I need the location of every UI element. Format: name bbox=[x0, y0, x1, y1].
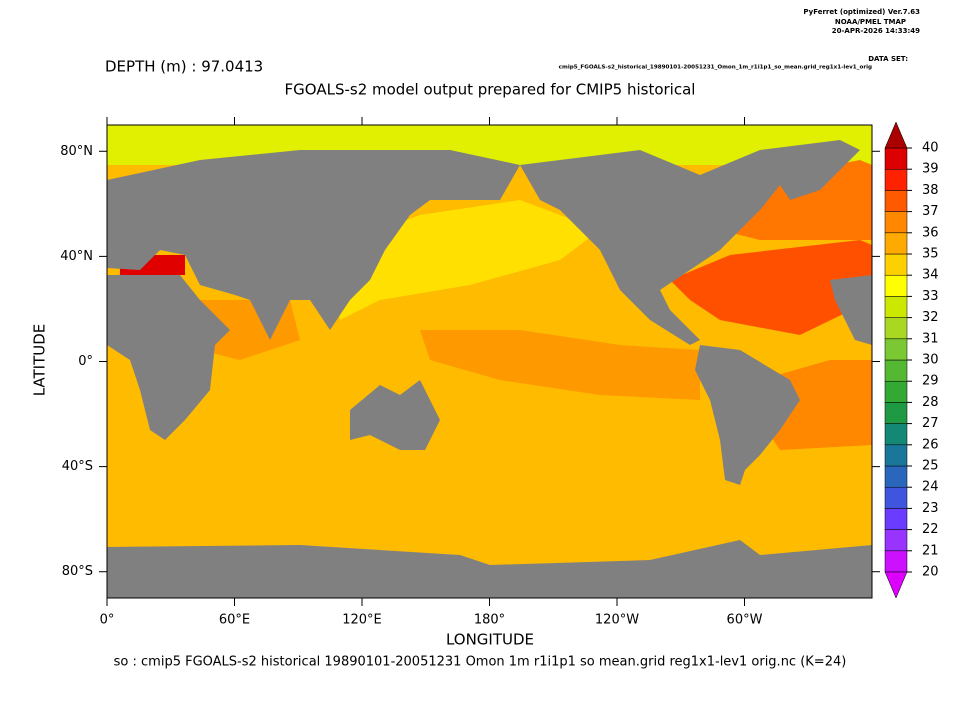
colorbar-band bbox=[884, 317, 908, 340]
colorbar-band bbox=[884, 253, 908, 276]
colorbar-label: 22 bbox=[922, 522, 939, 537]
colorbar-label: 40 bbox=[922, 141, 939, 156]
colorbar-label: 27 bbox=[922, 416, 939, 431]
y-tick-label: 80°S bbox=[62, 564, 93, 579]
x-tick-label: 120°E bbox=[342, 613, 382, 628]
colorbar-label: 26 bbox=[922, 437, 939, 452]
colorbar-band bbox=[884, 423, 908, 446]
colorbar-band bbox=[884, 168, 908, 191]
colorbar-label: 30 bbox=[922, 353, 939, 368]
colorbar-band bbox=[884, 465, 908, 488]
colorbar-over bbox=[884, 121, 908, 149]
y-tick-label: 40°N bbox=[60, 249, 93, 264]
land bbox=[107, 140, 872, 598]
pacific-salty bbox=[420, 330, 700, 400]
colorbar-band bbox=[884, 232, 908, 255]
colorbar-label: 32 bbox=[922, 310, 939, 325]
colorbar-label: 35 bbox=[922, 247, 939, 262]
colorbar-band bbox=[884, 147, 908, 170]
colorbar-band bbox=[884, 486, 908, 509]
colorbar-band bbox=[884, 274, 908, 297]
x-axis-label: LONGITUDE bbox=[446, 631, 534, 649]
x-tick-label: 0° bbox=[100, 613, 115, 628]
colorbar-label: 38 bbox=[922, 183, 939, 198]
depth-label: DEPTH (m) : 97.0413 bbox=[105, 58, 263, 76]
y-tick-label: 40°S bbox=[62, 459, 93, 474]
colorbar-label: 20 bbox=[922, 565, 939, 580]
colorbar-band bbox=[884, 338, 908, 361]
software: PyFerret (optimized) Ver.7.63 bbox=[803, 8, 920, 16]
colorbar-label: 37 bbox=[922, 204, 939, 219]
chart-title: FGOALS-s2 model output prepared for CMIP… bbox=[285, 81, 696, 99]
map-field bbox=[107, 125, 872, 598]
colorbar-band bbox=[884, 359, 908, 382]
colorbar-label: 31 bbox=[922, 331, 939, 346]
colorbar-label: 24 bbox=[922, 480, 939, 495]
colorbar-band bbox=[884, 402, 908, 424]
north-atlantic bbox=[670, 240, 872, 335]
x-tick-label: 120°W bbox=[595, 613, 639, 628]
colorbar-band bbox=[884, 444, 908, 467]
colorbar-band bbox=[884, 529, 908, 552]
colorbar-label: 36 bbox=[922, 225, 939, 240]
colorbar-band bbox=[884, 508, 908, 530]
colorbar-label: 21 bbox=[922, 543, 939, 558]
colorbar-under bbox=[884, 571, 908, 599]
colorbar-label: 25 bbox=[922, 459, 939, 474]
timestamp: 20-APR-2026 14:33:49 bbox=[832, 27, 920, 35]
footer: so : cmip5 FGOALS-s2 historical 19890101… bbox=[114, 655, 847, 670]
x-tick-label: 180° bbox=[474, 613, 505, 628]
colorbar-label: 29 bbox=[922, 374, 939, 389]
dataset-label: DATA SET: bbox=[868, 55, 908, 63]
colorbar-label: 34 bbox=[922, 268, 939, 283]
colorbar-band bbox=[884, 296, 908, 318]
colorbar-band bbox=[884, 211, 908, 234]
colorbar-band bbox=[884, 190, 908, 212]
x-tick-label: 60°W bbox=[727, 613, 763, 628]
y-tick-label: 0° bbox=[78, 354, 93, 369]
colorbar-label: 23 bbox=[922, 501, 939, 516]
colorbar-band bbox=[884, 550, 908, 573]
org: NOAA/PMEL TMAP bbox=[835, 18, 906, 26]
y-axis-label: LATITUDE bbox=[31, 324, 49, 397]
colorbar-label: 39 bbox=[922, 162, 939, 177]
colorbar-label: 28 bbox=[922, 395, 939, 410]
y-tick-label: 80°N bbox=[60, 144, 93, 159]
x-tick-label: 60°E bbox=[219, 613, 250, 628]
colorbar-label: 33 bbox=[922, 289, 939, 304]
colorbar-band bbox=[884, 380, 908, 403]
dataset: cmip5_FGOALS-s2_historical_19890101-2005… bbox=[559, 65, 872, 71]
